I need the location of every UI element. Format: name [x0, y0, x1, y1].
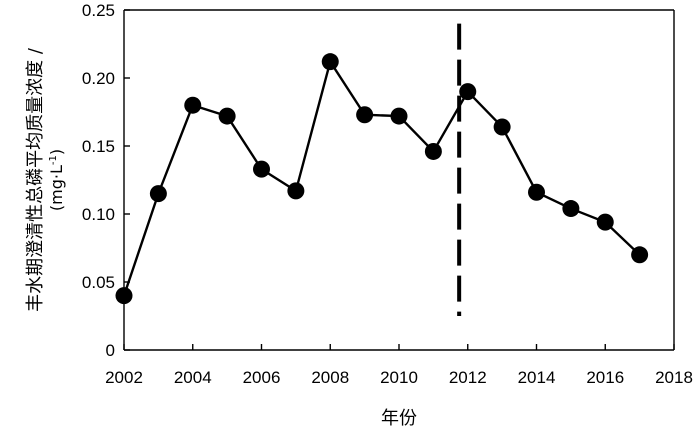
y-tick-label: 0	[106, 341, 115, 360]
data-point	[631, 246, 649, 264]
y-tick-label: 0.25	[82, 1, 115, 20]
data-point	[459, 83, 477, 101]
data-point	[356, 106, 374, 124]
series-layer	[115, 53, 649, 305]
y-unit-suffix: )	[47, 149, 66, 155]
x-tick-label: 2008	[311, 368, 349, 387]
data-point	[528, 183, 545, 201]
y-tick-label: 0.15	[82, 137, 115, 156]
x-axis-title: 年份	[381, 408, 417, 429]
data-point	[424, 142, 442, 160]
data-point	[149, 185, 167, 203]
x-tick-label: 2002	[105, 368, 143, 387]
y-tick-label: 0.10	[82, 205, 115, 224]
y-tick-label: 0.20	[82, 69, 115, 88]
plot-frame	[123, 9, 675, 351]
y-axis-title-main: 丰水期澄清性总磷平均质量浓度 /	[25, 47, 46, 312]
y-unit-prefix: (mg	[47, 179, 66, 211]
y-tick-label: 0.05	[82, 273, 115, 292]
x-tick-label: 2018	[655, 368, 693, 387]
data-point	[218, 107, 236, 125]
data-point	[562, 200, 580, 218]
y-unit-mid: ·L	[47, 165, 66, 179]
x-tick-label: 2006	[243, 368, 281, 387]
data-point	[390, 107, 408, 125]
x-tick-label: 2014	[518, 368, 556, 387]
x-tick-label: 2016	[586, 368, 624, 387]
data-point	[184, 96, 202, 114]
y-axis-title: 丰水期澄清性总磷平均质量浓度 / (mg·L-1)	[25, 47, 66, 312]
x-tick-label: 2004	[174, 368, 212, 387]
y-unit-sup: -1	[48, 155, 59, 165]
x-tick-label: 2010	[380, 368, 418, 387]
data-point	[287, 182, 305, 200]
data-point	[321, 53, 339, 71]
data-point	[253, 160, 270, 178]
data-point	[596, 213, 614, 231]
series-line	[122, 58, 641, 296]
y-axis-title-unit: (mg·L-1)	[47, 149, 66, 211]
x-axis-ticks: 2002 2004 2006 2008 2010 2012 2014 2016 2018	[105, 344, 693, 387]
x-tick-label: 2012	[449, 368, 487, 387]
y-axis-ticks: 0 0.05 0.10 0.15 0.20 0.25	[82, 1, 130, 360]
data-point	[493, 118, 511, 136]
data-point	[115, 287, 133, 305]
